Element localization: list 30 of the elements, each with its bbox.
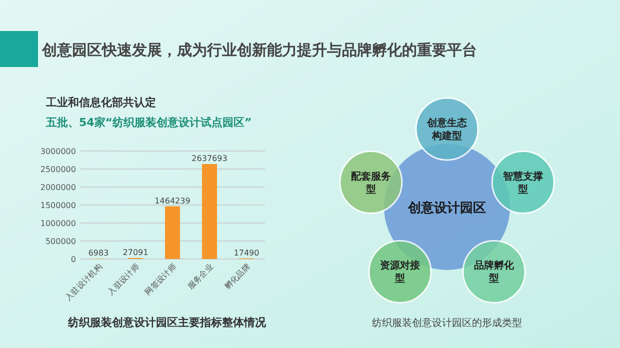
y-tick-label: 1000000 <box>40 219 76 228</box>
y-tick-label: 2000000 <box>40 183 76 192</box>
y-tick-label: 1500000 <box>40 201 76 210</box>
data-label: 2637693 <box>192 154 228 164</box>
data-label: 27091 <box>122 248 148 258</box>
data-label: 17490 <box>234 248 260 258</box>
y-tick-label: 500000 <box>45 237 76 246</box>
category-label: 创意生态构建型 <box>426 117 468 142</box>
y-tick-label: 3000000 <box>40 147 76 156</box>
data-label: 6983 <box>88 248 109 258</box>
data-label: 1464239 <box>154 196 190 206</box>
category-label: 资源对接型 <box>380 260 420 285</box>
x-tick-label: 孵化品牌 <box>222 262 252 292</box>
chart-subtitle: 工业和信息化部共认定 <box>45 96 156 109</box>
bar <box>202 164 217 259</box>
category-label: 智慧支撑型 <box>502 170 544 196</box>
category-label: 品牌孵化型 <box>474 260 516 285</box>
text: 五批、54家“纺织服装创意设计试点园区” <box>45 116 252 129</box>
category-label: 配套服务型 <box>350 170 391 196</box>
y-tick-label: 0 <box>70 255 76 264</box>
x-tick-label: 入驻设计机构 <box>64 262 104 302</box>
x-tick-label: 服务企业 <box>186 262 215 292</box>
y-tick-label: 2500000 <box>40 165 76 174</box>
text: 纺织服装创意设计园区的形成类型 <box>372 317 522 329</box>
bar <box>165 206 180 259</box>
x-tick-label: 网签设计师 <box>143 262 178 297</box>
text: 纺织服装创意设计园区主要指标整体情况 <box>67 316 267 329</box>
x-tick-label: 入驻设计师 <box>106 262 141 297</box>
chart-title: 创意园区快速发展，成为行业创新能力提升与品牌孵化的重要平台 <box>41 41 477 59</box>
text: 创意设计园区 <box>407 200 486 216</box>
